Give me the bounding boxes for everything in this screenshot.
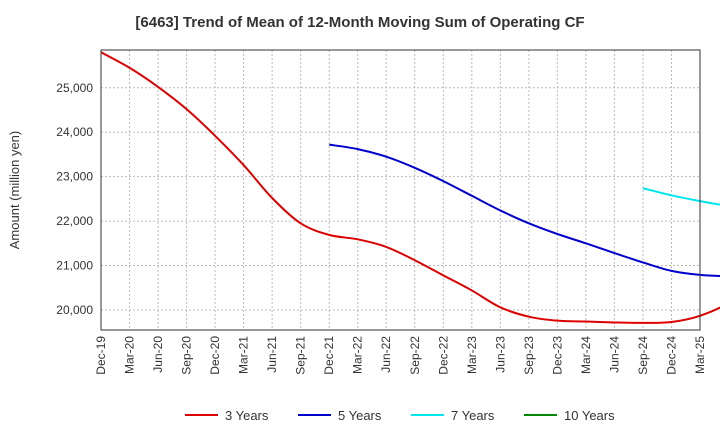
y-axis-label: Amount (million yen) — [7, 131, 22, 250]
legend-label-7-years: 7 Years — [451, 408, 495, 423]
x-tick-label: Jun-24 — [607, 336, 621, 373]
x-tick-label: Jun-20 — [151, 336, 165, 373]
x-tick-label: Sep-20 — [180, 336, 194, 375]
x-tick-label: Mar-22 — [351, 336, 365, 374]
y-tick-label: 22,000 — [56, 214, 93, 228]
x-tick-label: Jun-23 — [493, 336, 507, 373]
x-tick-label: Mar-21 — [237, 336, 251, 374]
x-tick-label: Mar-20 — [123, 336, 137, 374]
legend-label-5-years: 5 Years — [338, 408, 382, 423]
x-tick-label: Mar-24 — [579, 336, 593, 374]
x-axis-ticks: Dec-19 Mar-20 Jun-20 Sep-20 Dec-20 Mar-21 Jun-… — [94, 336, 707, 375]
series-line-3-years — [100, 51, 720, 324]
x-tick-label: Sep-23 — [522, 336, 536, 375]
x-tick-label: Mar-23 — [465, 336, 479, 374]
x-tick-label: Dec-23 — [550, 336, 564, 375]
x-tick-label: Jun-22 — [379, 336, 393, 373]
y-axis-ticks: 20,000 21,000 22,000 23,000 24,000 25,000 — [56, 81, 93, 317]
x-tick-label: Dec-21 — [322, 336, 336, 375]
plot-frame — [100, 49, 701, 331]
y-tick-label: 21,000 — [56, 259, 93, 273]
y-tick-label: 20,000 — [56, 303, 93, 317]
series-line-7-years — [642, 187, 720, 206]
y-tick-label: 24,000 — [56, 125, 93, 139]
chart-title: [6463] Trend of Mean of 12-Month Moving … — [135, 14, 584, 31]
x-tick-label: Sep-21 — [294, 336, 308, 375]
x-tick-label: Jun-21 — [265, 336, 279, 373]
y-tick-label: 25,000 — [56, 81, 93, 95]
x-tick-label: Mar-25 — [693, 336, 707, 374]
series-layer — [100, 51, 720, 324]
x-tick-label: Sep-22 — [408, 336, 422, 375]
y-tick-label: 23,000 — [56, 170, 93, 184]
x-tick-label: Dec-24 — [664, 336, 678, 375]
legend-label-10-years: 10 Years — [564, 408, 615, 423]
x-tick-label: Dec-20 — [208, 336, 222, 375]
series-line-5-years — [329, 143, 720, 278]
x-tick-label: Sep-24 — [636, 336, 650, 375]
legend-label-3-years: 3 Years — [225, 408, 269, 423]
x-tick-label: Dec-22 — [436, 336, 450, 375]
legend: 3 Years 5 Years 7 Years 10 Years — [185, 408, 615, 423]
grid-layer — [100, 50, 701, 330]
x-tick-label: Dec-19 — [94, 336, 108, 375]
